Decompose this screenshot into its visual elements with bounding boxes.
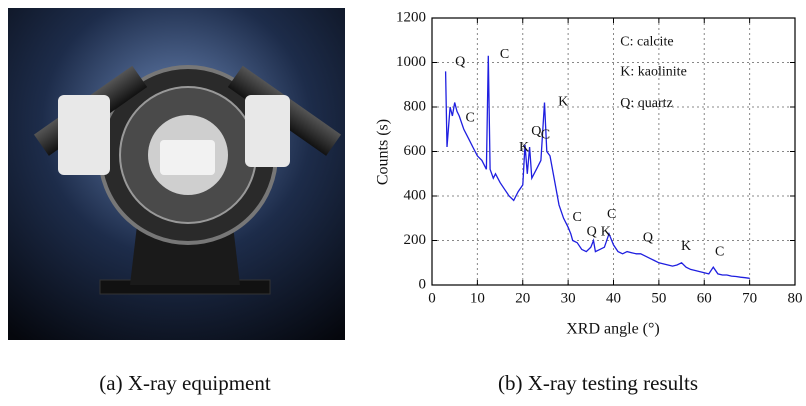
y-axis-label: Counts (s) <box>375 119 392 185</box>
plot-frame <box>431 17 796 286</box>
x-tick-label: 80 <box>788 290 803 306</box>
annotation: C <box>715 244 724 259</box>
annotation: Q <box>643 230 653 245</box>
annotation: C <box>500 47 509 62</box>
y-tick-label: 0 <box>419 276 427 292</box>
x-axis-label: XRD angle (°) <box>566 321 659 338</box>
annotation: K: kaolinite <box>620 65 687 80</box>
equipment-photo <box>8 8 345 340</box>
annotation: Q <box>455 54 465 69</box>
x-tick-label: 40 <box>606 290 621 306</box>
annotation: K <box>519 140 529 155</box>
x-tick-label: 60 <box>697 290 712 306</box>
caption: (b) X-ray testing results <box>498 371 698 395</box>
annotation: Q <box>587 224 597 239</box>
annotation: C: calcite <box>620 35 673 50</box>
annotation: Q <box>531 124 541 139</box>
annotation: C <box>465 110 474 125</box>
x-tick-label: 50 <box>651 290 666 306</box>
annotation: K <box>681 239 691 254</box>
annotation: C <box>607 207 616 222</box>
x-tick-label: 20 <box>515 290 530 306</box>
y-tick-label: 200 <box>404 232 427 248</box>
x-tick-label: 30 <box>561 290 576 306</box>
x-tick-label: 10 <box>470 290 485 306</box>
y-tick-label: 800 <box>404 98 427 114</box>
y-tick-label: 600 <box>404 143 427 159</box>
annotation: K <box>601 224 611 239</box>
annotation: Q: quartz <box>620 96 672 111</box>
y-tick-label: 400 <box>404 187 427 203</box>
y-tick-label: 1200 <box>396 9 426 25</box>
x-tick-label: 70 <box>742 290 757 306</box>
caption: (a) X-ray equipment <box>99 371 271 395</box>
annotation: C <box>573 210 582 225</box>
x-tick-label: 0 <box>428 290 436 306</box>
y-tick-label: 1000 <box>396 54 426 70</box>
annotation: K <box>558 94 568 109</box>
annotation: C <box>541 127 550 142</box>
spectrum-line <box>444 55 750 279</box>
